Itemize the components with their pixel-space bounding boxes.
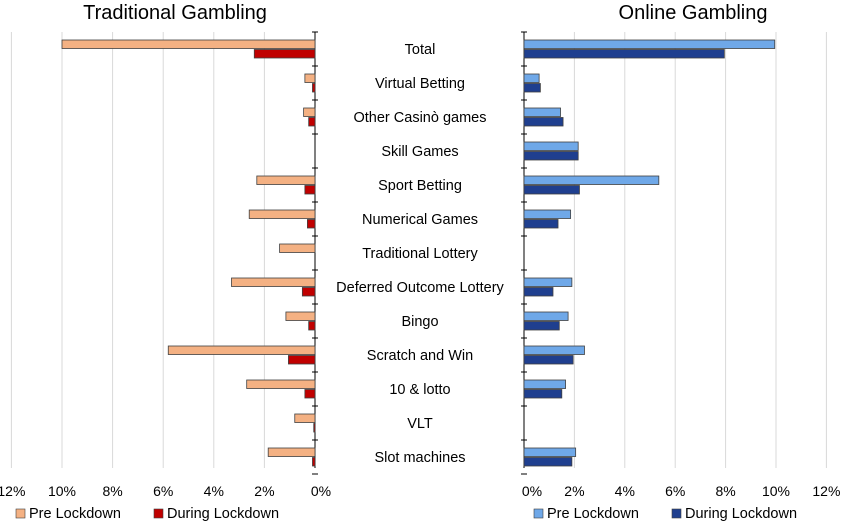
x-tick-label: 12%: [812, 483, 840, 499]
bar: [301, 287, 316, 297]
bar: [312, 457, 316, 467]
legend-label: During Lockdown: [685, 506, 797, 522]
x-tick-label: 4%: [615, 483, 635, 499]
bar: [523, 175, 660, 185]
bar: [167, 345, 316, 355]
bar: [308, 117, 316, 127]
category-label: Virtual Betting: [375, 76, 465, 92]
category-label: 10 & lotto: [389, 382, 450, 398]
bar: [523, 321, 560, 331]
bar: [248, 209, 316, 219]
bar: [523, 209, 572, 219]
x-tick-label: 6%: [665, 483, 685, 499]
x-tick-label: 6%: [153, 483, 173, 499]
legend-swatch: [153, 508, 164, 519]
bar: [523, 117, 564, 127]
bar: [285, 311, 316, 321]
x-tick-label: 2%: [564, 483, 584, 499]
category-label: Bingo: [401, 314, 438, 330]
bar: [523, 73, 540, 83]
x-tick-label: 10%: [762, 483, 790, 499]
x-tick-label: 4%: [204, 483, 224, 499]
bar: [523, 287, 554, 297]
bar: [523, 83, 541, 93]
bar: [308, 321, 316, 331]
category-label: Other Casinò games: [354, 110, 487, 126]
bar: [246, 379, 316, 389]
bar: [304, 185, 316, 195]
bar: [307, 219, 316, 229]
bar: [523, 107, 561, 117]
category-label: Traditional Lottery: [362, 246, 478, 262]
x-tick-label: 8%: [102, 483, 122, 499]
category-label: Slot machines: [374, 450, 465, 466]
legend-label: During Lockdown: [167, 506, 279, 522]
legend-label: Pre Lockdown: [547, 506, 639, 522]
x-tick-label: 0%: [522, 483, 542, 499]
bar: [61, 39, 316, 49]
x-tick-label: 10%: [48, 483, 76, 499]
bar: [523, 151, 579, 161]
bar: [313, 423, 316, 433]
traditional-gambling-panel: Traditional Gambling 0% 2% 4% 6% 8% 10% 12%Pre …: [0, 2, 331, 522]
bar: [312, 83, 316, 93]
legend-label: Pre Lockdown: [29, 506, 121, 522]
category-label: Sport Betting: [378, 178, 462, 194]
online-gambling-panel: Online Gambling 0% 2% 4% 6% 8% 10% 12% Pre Lockd…: [521, 2, 840, 522]
bar: [523, 49, 725, 59]
bar: [279, 243, 316, 253]
bar: [231, 277, 316, 287]
bar: [294, 413, 316, 423]
x-tick-label: 2%: [254, 483, 274, 499]
category-label: Scratch and Win: [367, 348, 473, 364]
category-label: Numerical Games: [362, 212, 478, 228]
bar: [267, 447, 316, 457]
legend-swatch: [15, 508, 26, 519]
bar: [523, 389, 563, 399]
bar: [304, 73, 316, 83]
bar: [303, 107, 316, 117]
bar: [523, 379, 566, 389]
category-label: Total: [405, 42, 436, 58]
panel-title: Online Gambling: [619, 2, 768, 24]
category-labels: Total Virtual Betting Other Casinò games Sk…: [336, 42, 504, 466]
bar: [253, 49, 316, 59]
bar: [523, 141, 579, 151]
bar: [523, 457, 573, 467]
x-tick-label: 12%: [0, 483, 25, 499]
legend-swatch: [671, 508, 682, 519]
x-tick-label: 8%: [715, 483, 735, 499]
bar: [523, 185, 580, 195]
category-label: Deferred Outcome Lottery: [336, 280, 504, 296]
bar: [304, 389, 316, 399]
panel-title: Traditional Gambling: [83, 2, 267, 24]
bar: [288, 355, 316, 365]
bar: [523, 277, 573, 287]
category-label: Skill Games: [381, 144, 458, 160]
bar: [523, 355, 574, 365]
legend-swatch: [533, 508, 544, 519]
x-tick-label: 0%: [311, 483, 331, 499]
bar: [523, 39, 776, 49]
bar: [523, 219, 559, 229]
bar: [523, 311, 569, 321]
bar: [523, 447, 577, 457]
bar: [256, 175, 316, 185]
bar: [523, 345, 585, 355]
category-label: VLT: [407, 416, 433, 432]
